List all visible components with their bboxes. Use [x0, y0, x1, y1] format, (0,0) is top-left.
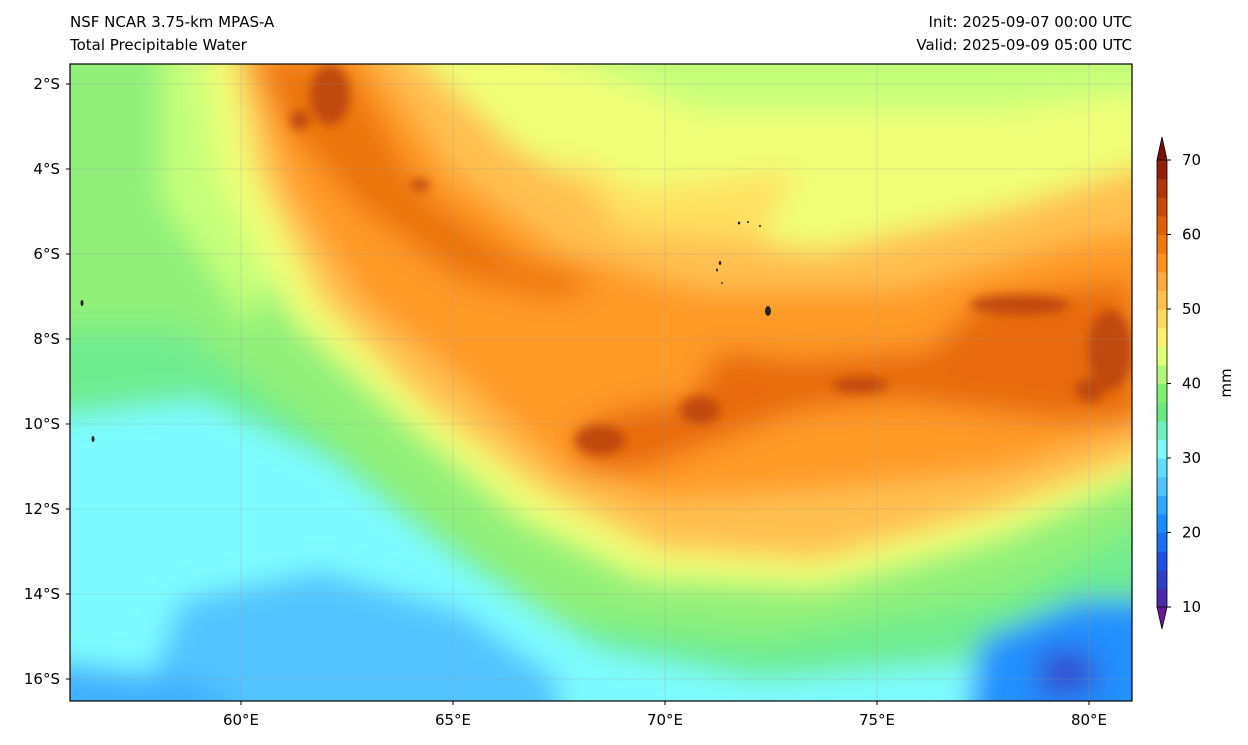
colorbar-bin [1157, 476, 1167, 496]
colorbar-tick-label: 40 [1182, 375, 1201, 393]
colorbar-label: mm [1217, 368, 1235, 397]
colorbar-bin [1157, 569, 1167, 589]
tpw-field [70, 64, 1132, 701]
field-title: Total Precipitable Water [70, 36, 247, 54]
colorbar: 10 20 30 40 50 60 70 [1156, 136, 1201, 630]
colorbar-bin [1157, 364, 1167, 385]
lat-tick-label: 4°S [33, 160, 60, 178]
lon-axis: 60°E 65°E 70°E 75°E 80°E [223, 701, 1107, 729]
gridlines [70, 64, 1132, 701]
colorbar-bin [1157, 532, 1167, 552]
colorbar-bin [1157, 160, 1167, 180]
colorbar-tick-label: 50 [1182, 300, 1201, 318]
colorbar-bin [1157, 253, 1167, 273]
lat-tick-label: 6°S [33, 245, 60, 263]
lon-tick-label: 60°E [223, 711, 259, 729]
lon-tick-label: 65°E [435, 711, 471, 729]
colorbar-bin [1157, 178, 1167, 198]
colorbar-bin [1157, 215, 1167, 236]
colorbar-bin [1157, 346, 1167, 366]
lat-tick-label: 14°S [24, 585, 60, 603]
colorbar-bin [1157, 290, 1167, 310]
colorbar-min-extend [1156, 606, 1168, 630]
init-time: Init: 2025-09-07 00:00 UTC [928, 13, 1132, 31]
colorbar-bin [1157, 458, 1167, 478]
colorbar-bin [1157, 234, 1167, 254]
lat-axis: 2°S 4°S 6°S 8°S 10°S 12°S 14°S 16°S [24, 75, 70, 688]
lat-tick-label: 12°S [24, 500, 60, 518]
colorbar-bin [1157, 551, 1167, 571]
lat-tick-label: 8°S [33, 330, 60, 348]
colorbar-bin [1157, 439, 1167, 459]
colorbar-bin [1157, 383, 1167, 403]
colorbar-bin [1157, 327, 1167, 347]
colorbar-bin [1157, 420, 1167, 440]
colorbar-bin [1157, 402, 1167, 422]
lon-tick-label: 70°E [647, 711, 683, 729]
colorbar-max-extend [1156, 136, 1168, 161]
colorbar-bin [1157, 197, 1167, 217]
colorbar-bin [1157, 495, 1167, 515]
colorbar-bin [1157, 309, 1167, 329]
colorbar-tick-label: 30 [1182, 449, 1201, 467]
lon-tick-label: 80°E [1071, 711, 1107, 729]
model-title: NSF NCAR 3.75-km MPAS-A [70, 13, 275, 31]
colorbar-tick-label: 10 [1182, 598, 1201, 616]
lat-tick-label: 10°S [24, 415, 60, 433]
colorbar-tick-label: 70 [1182, 151, 1201, 169]
colorbar-tick-label: 20 [1182, 524, 1201, 542]
map-frame [69, 63, 1133, 702]
lat-tick-label: 16°S [24, 670, 60, 688]
coastlines [80, 221, 771, 442]
lon-tick-label: 75°E [859, 711, 895, 729]
colorbar-bin [1157, 513, 1167, 534]
valid-time: Valid: 2025-09-09 05:00 UTC [916, 36, 1132, 54]
lat-tick-label: 2°S [33, 75, 60, 93]
colorbar-tick-label: 60 [1182, 226, 1201, 244]
colorbar-bin [1157, 271, 1167, 291]
colorbar-bin [1157, 588, 1167, 608]
